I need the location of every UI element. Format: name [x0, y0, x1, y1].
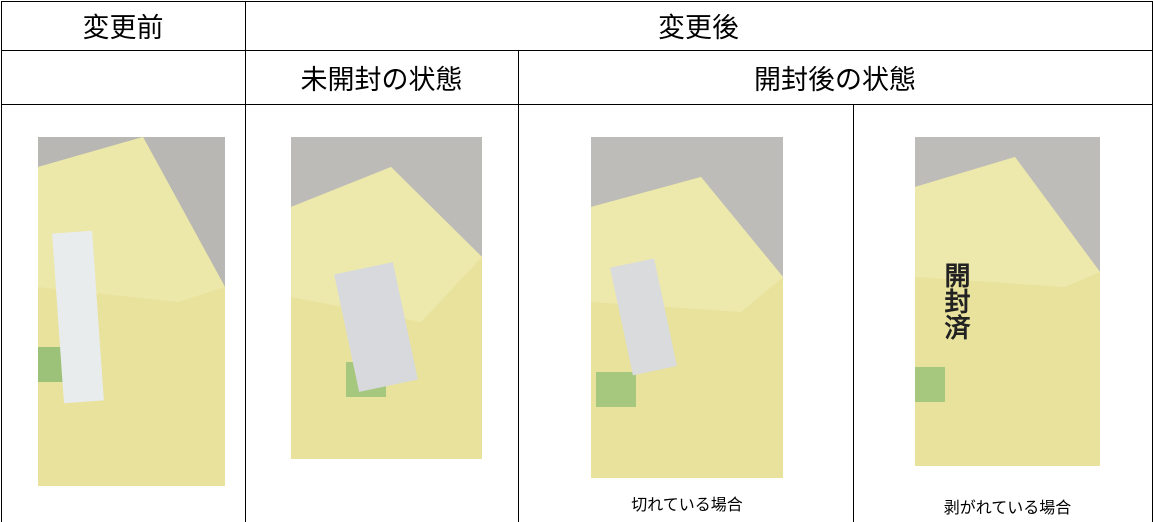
photo-label: 開封済: [940, 262, 970, 341]
photo: 開封済: [915, 137, 1100, 466]
header-cell: 変更前: [82, 13, 164, 44]
subheader-cell: 開封後の状態: [754, 64, 916, 96]
photo: [38, 137, 225, 486]
caption: 切れている場合: [631, 495, 743, 514]
border: [1, 104, 1153, 105]
border: [245, 1, 246, 522]
photo: [591, 137, 783, 478]
subheader-cell: 未開封の状態: [300, 64, 463, 96]
border: [853, 104, 854, 522]
border: [518, 50, 519, 522]
header-cell: 変更後: [658, 13, 739, 44]
border: [1, 1, 2, 522]
border: [1, 50, 1153, 51]
caption: 剥がれている場合: [943, 498, 1072, 517]
photo: [291, 137, 482, 459]
border: [1, 1, 1153, 2]
